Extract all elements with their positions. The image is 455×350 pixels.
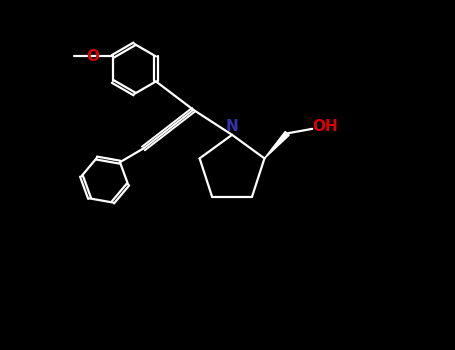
Polygon shape: [264, 132, 289, 159]
Text: O: O: [86, 49, 99, 64]
Text: N: N: [226, 119, 238, 134]
Text: OH: OH: [312, 119, 338, 134]
